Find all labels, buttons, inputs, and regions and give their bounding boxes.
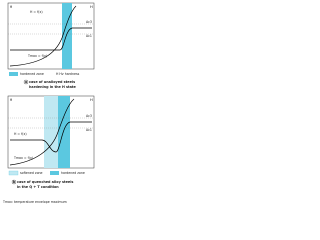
axis-left: θ xyxy=(10,98,12,102)
legend-swatch xyxy=(8,170,19,176)
temperature-curve xyxy=(9,98,75,166)
level-label: Ac1 xyxy=(86,128,92,132)
footnote: Tmax: temperature envelope maximum xyxy=(2,200,67,204)
caption: hardening in the H state xyxy=(29,85,77,89)
frame xyxy=(7,2,95,70)
legend-label: H Hv hardness xyxy=(56,72,80,76)
axis-left: θ xyxy=(10,5,12,9)
caption: case of unalloyed steels xyxy=(29,80,75,84)
panel-b: θ H H = f(x) Tmax = f(x) Ac3 Ac1 softene… xyxy=(7,95,95,189)
legend-label: hardened zone xyxy=(61,171,85,175)
axis-right: H xyxy=(90,98,93,102)
curve-label: H = f(x) xyxy=(14,132,27,136)
level-label: Ac3 xyxy=(86,114,92,118)
softened-zone xyxy=(44,96,58,168)
axis-right: H xyxy=(90,5,93,9)
legend-swatch xyxy=(50,171,59,175)
hardened-zone xyxy=(62,3,72,69)
panel-a: θ H H = f(x) Tmax = f(x) Ac3 Ac1 hardene… xyxy=(7,2,95,89)
hardened-zone xyxy=(58,96,70,168)
caption-letter: a xyxy=(25,80,28,84)
caption: in the Q + T condition xyxy=(17,185,59,189)
hardness-curve xyxy=(10,27,92,51)
level-label: Ac1 xyxy=(86,34,92,38)
curve-label: Tmax = f(x) xyxy=(27,54,47,58)
legend-swatch xyxy=(9,72,18,76)
caption-badge xyxy=(23,79,29,85)
temperature-curve xyxy=(9,5,77,67)
legend-label: softened zone xyxy=(20,171,43,175)
caption-letter: b xyxy=(13,180,16,184)
hardness-curve xyxy=(10,121,92,153)
curve-label: Tmax = f(x) xyxy=(13,156,33,160)
figure: θ H H = f(x) Tmax = f(x) Ac3 Ac1 hardene… xyxy=(2,2,95,204)
legend-label: hardened zone xyxy=(20,72,44,76)
curve-label: H = f(x) xyxy=(30,10,43,14)
caption: case of quenched alloy steels xyxy=(17,180,73,184)
level-label: Ac3 xyxy=(86,20,92,24)
caption-badge xyxy=(11,179,17,185)
